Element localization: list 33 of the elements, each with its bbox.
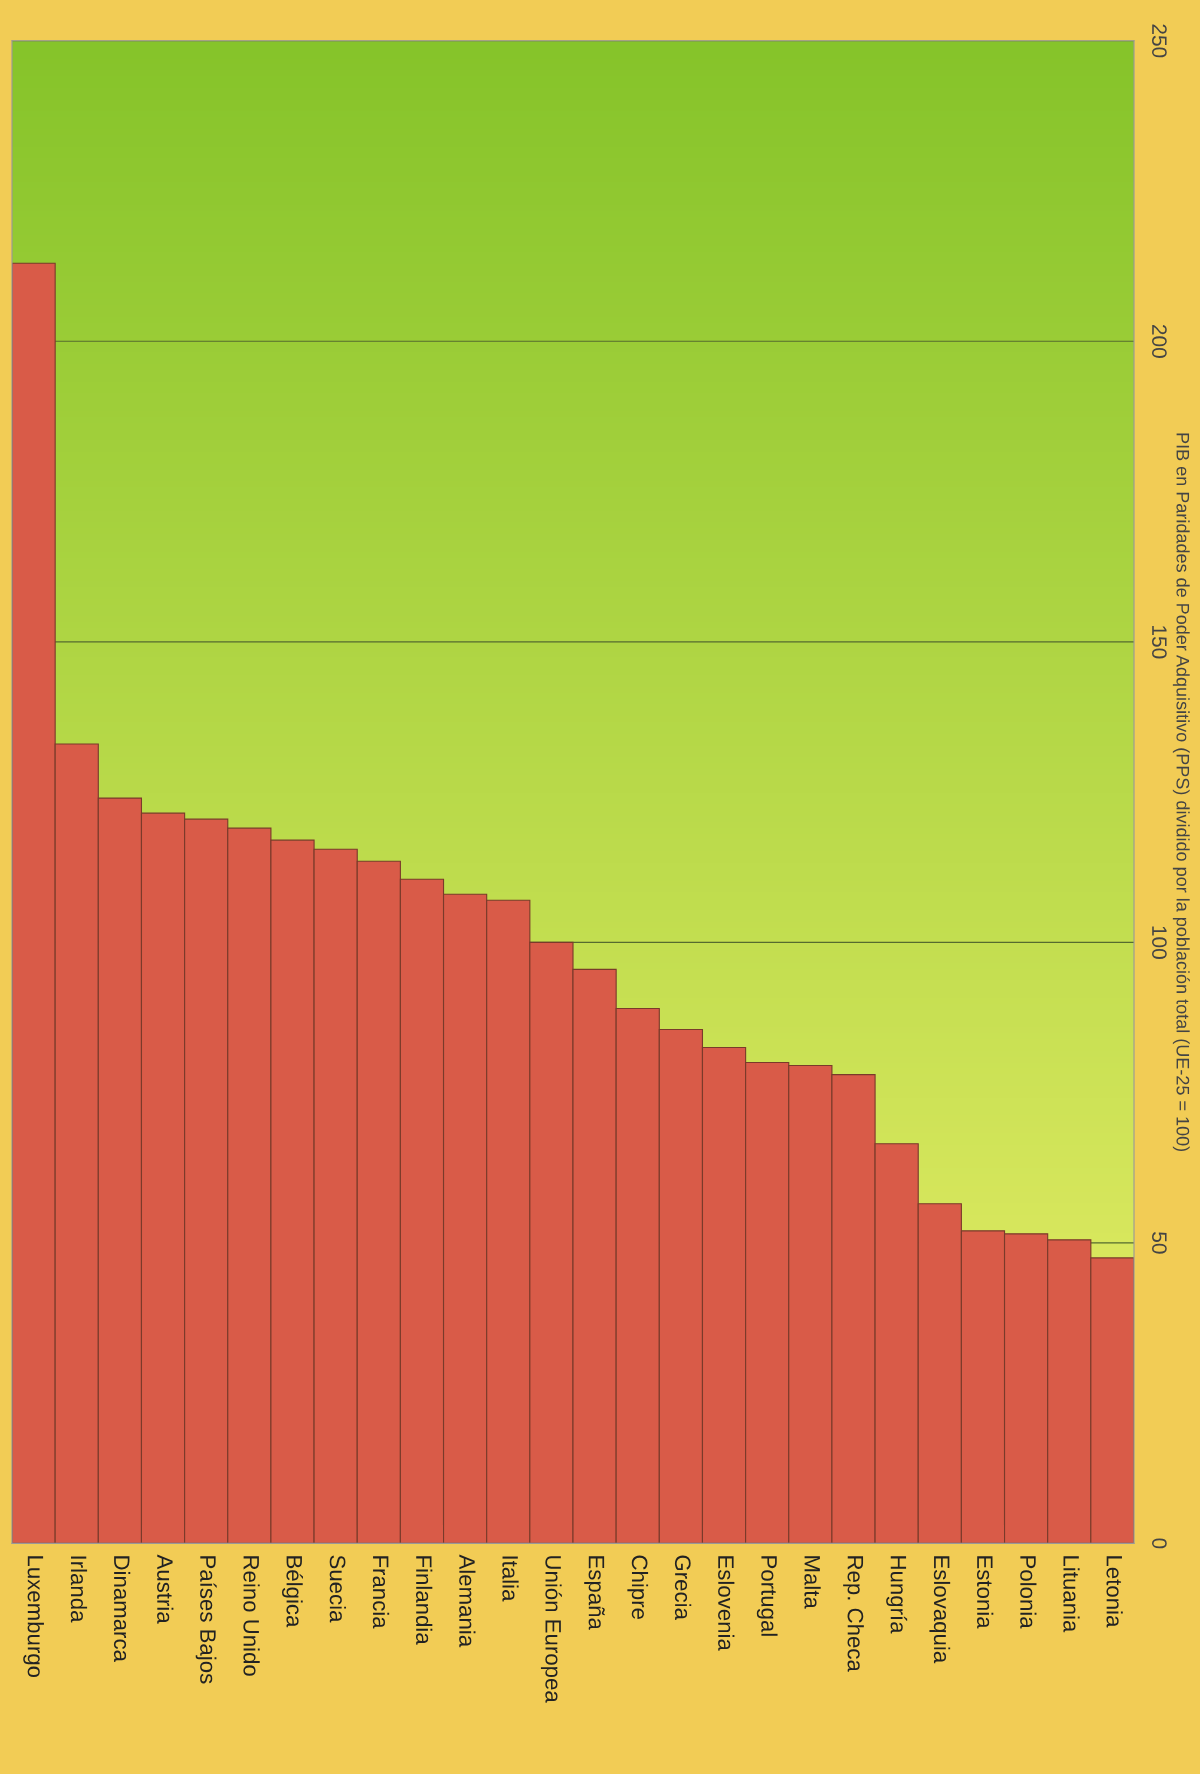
x-tick-label: España bbox=[584, 1556, 605, 1630]
x-tick-label: Polonia bbox=[1020, 1556, 1037, 1629]
y-tick-label: 0 bbox=[1152, 1538, 1167, 1549]
x-tick-label: Austria bbox=[157, 1554, 174, 1624]
y-tick-label: 100 bbox=[1152, 926, 1167, 959]
x-tick-label: Dinamarca bbox=[113, 1556, 131, 1662]
x-tick-label: Rep. Checa bbox=[843, 1556, 864, 1672]
x-tick-label: Alemania bbox=[459, 1554, 476, 1648]
y-tick-label: 150 bbox=[1152, 626, 1167, 659]
y-tick-label: 50 bbox=[1152, 1232, 1167, 1254]
x-tick-label: Eslovaquia bbox=[929, 1556, 951, 1664]
x-tick-label: Portugal bbox=[756, 1556, 778, 1636]
x-tick-label: Estonia bbox=[977, 1556, 994, 1629]
y-tick-label: 250 bbox=[1152, 24, 1167, 58]
x-tick-label: Eslovenia bbox=[718, 1556, 735, 1651]
x-tick-label: Finlandia bbox=[416, 1556, 433, 1645]
x-tick-label: Grecia bbox=[674, 1555, 692, 1620]
x-tick-label: Letonia bbox=[1106, 1556, 1123, 1628]
x-tick-label: Luxemburgo bbox=[23, 1556, 44, 1678]
x-tick-label: Países Bajos bbox=[195, 1556, 217, 1684]
x-tick-label: Francia bbox=[372, 1556, 390, 1629]
x-tick-label: Italia bbox=[502, 1556, 519, 1602]
x-tick-label: Hungría bbox=[886, 1556, 908, 1634]
y-tick-label: 200 bbox=[1152, 324, 1167, 358]
x-tick-label: Suecia bbox=[329, 1555, 347, 1623]
x-tick-label: Unión Europea bbox=[540, 1556, 562, 1703]
x-tick-label: Malta bbox=[804, 1556, 821, 1609]
x-tick-label: Reino Unido bbox=[243, 1556, 260, 1676]
y-axis-title: PIB en Paridades de Poder Adquisitivo (PPS) dividido por la población total (UE-25 = 100) bbox=[1172, 433, 1190, 1152]
x-tick-label: Bélgica bbox=[282, 1556, 303, 1628]
x-tick-label: Irlanda bbox=[70, 1556, 88, 1623]
x-tick-label: Chipre bbox=[627, 1555, 649, 1619]
x-tick-label: Lituania bbox=[1063, 1556, 1080, 1633]
